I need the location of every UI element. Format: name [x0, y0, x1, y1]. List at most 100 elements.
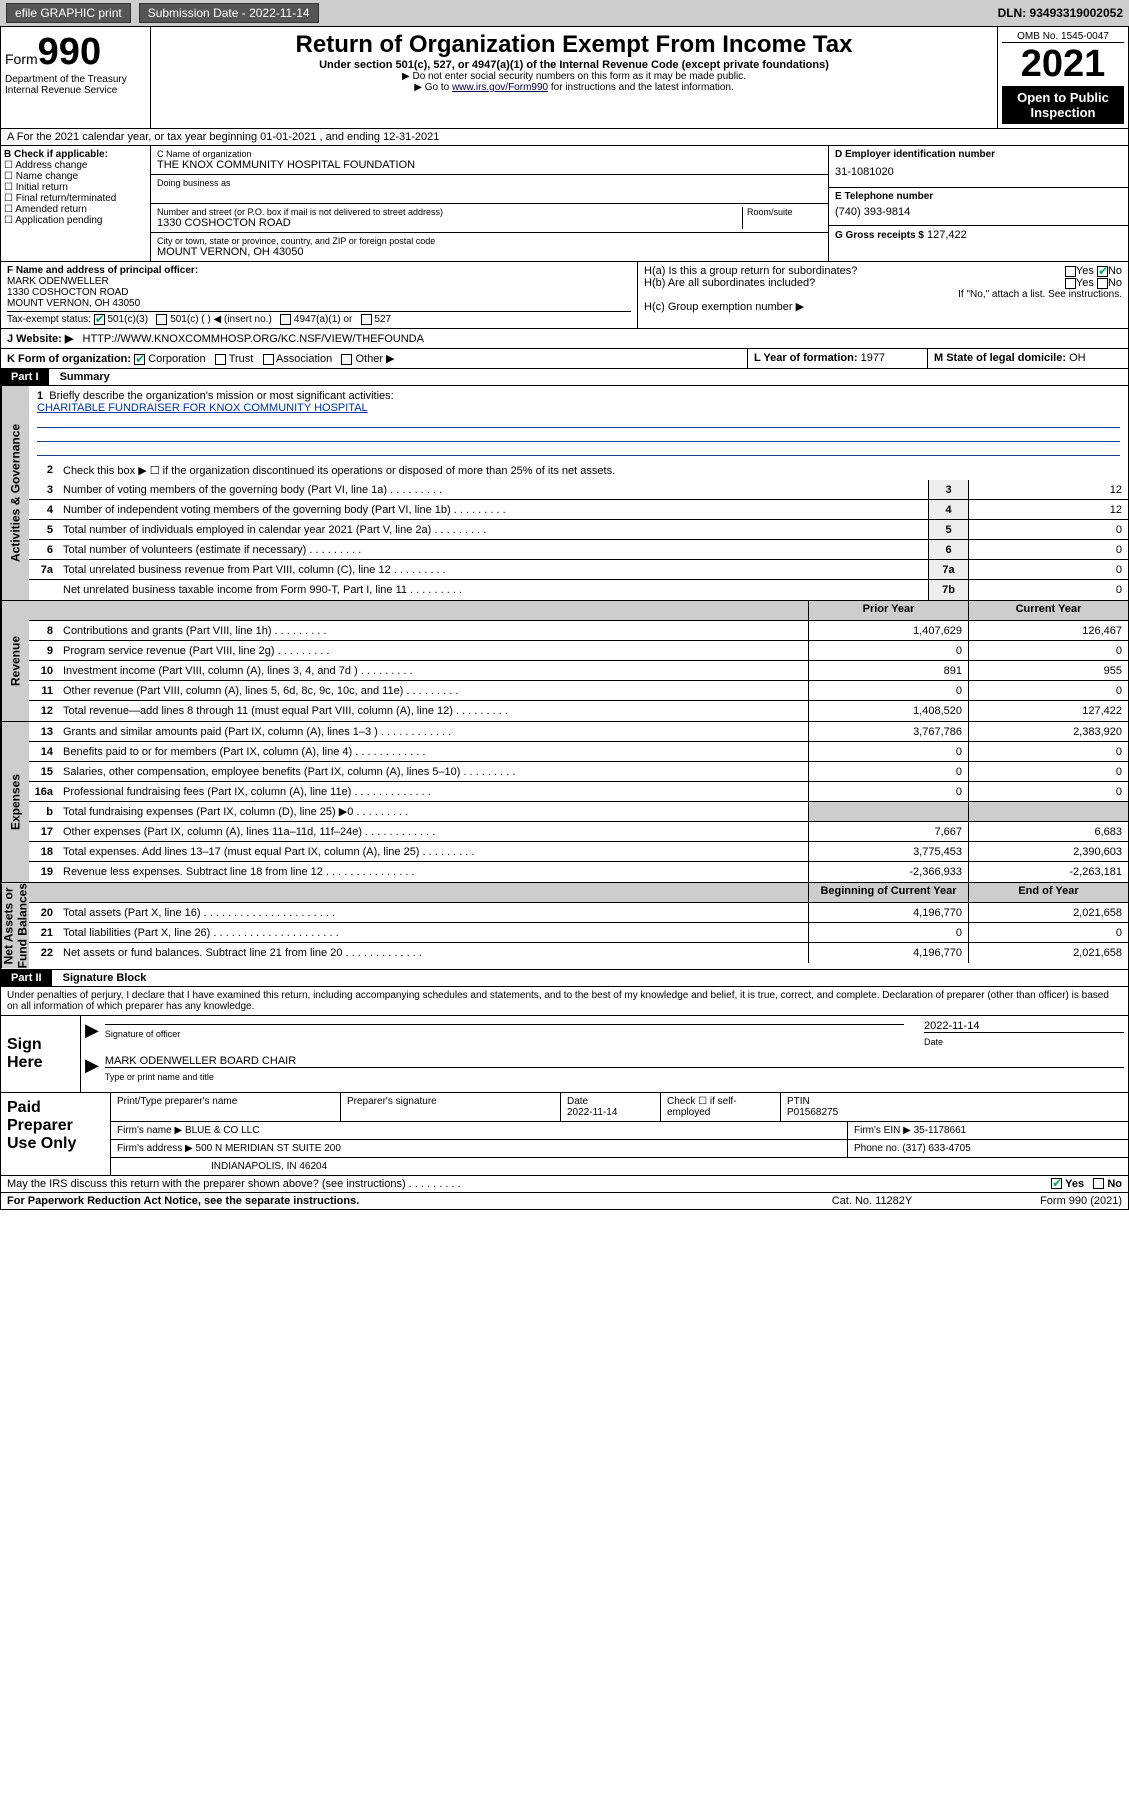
end-year-hdr: End of Year	[968, 883, 1128, 902]
table-row: 16aProfessional fundraising fees (Part I…	[29, 782, 1128, 802]
table-row: 14Benefits paid to or for members (Part …	[29, 742, 1128, 762]
k-trust[interactable]	[215, 354, 226, 365]
m-lbl: M State of legal domicile:	[934, 352, 1066, 364]
officer-print-name: MARK ODENWELLER BOARD CHAIR	[105, 1055, 1124, 1067]
arrow-icon: ▶	[85, 1020, 99, 1047]
vtab-rev: Revenue	[1, 601, 29, 721]
hb-yes[interactable]	[1065, 278, 1076, 289]
table-row: 6Total number of volunteers (estimate if…	[29, 540, 1128, 560]
open-inspection: Open to Public Inspection	[1002, 86, 1124, 124]
part2-header: Part II Signature Block	[0, 970, 1129, 987]
street-address: 1330 COSHOCTON ROAD	[157, 217, 742, 229]
hc-lbl: H(c) Group exemption number ▶	[644, 300, 1122, 313]
discuss-q: May the IRS discuss this return with the…	[7, 1178, 1051, 1190]
p-ptin: PTIN P01568275	[781, 1093, 1128, 1121]
room-lbl: Room/suite	[747, 207, 822, 217]
table-row: 20Total assets (Part X, line 16) . . . .…	[29, 903, 1128, 923]
j-lbl: J Website: ▶	[7, 333, 73, 345]
k-other[interactable]	[341, 354, 352, 365]
k-o1: Corporation	[148, 353, 205, 365]
col-b: B Check if applicable: ☐ Address change …	[1, 146, 151, 261]
ein: 31-1081020	[835, 160, 1122, 184]
chk-527[interactable]	[361, 314, 372, 325]
col-deg: D Employer identification number31-10810…	[828, 146, 1128, 261]
chk-final[interactable]: ☐ Final return/terminated	[4, 193, 147, 204]
e-lbl: E Telephone number	[835, 191, 1122, 202]
firm-phone: Phone no. (317) 633-4705	[848, 1140, 1128, 1157]
table-row: 5Total number of individuals employed in…	[29, 520, 1128, 540]
hb-lbl: H(b) Are all subordinates included?	[644, 277, 815, 289]
table-row: 21Total liabilities (Part X, line 26) . …	[29, 923, 1128, 943]
addr-lbl: Number and street (or P.O. box if mail i…	[157, 207, 742, 217]
f-lbl: F Name and address of principal officer:	[7, 265, 631, 276]
submission-date-btn[interactable]: Submission Date - 2022-11-14	[139, 3, 319, 23]
website: HTTP://WWW.KNOXCOMMHOSP.ORG/KC.NSF/VIEW/…	[83, 333, 424, 345]
tax-year: 2021	[1002, 43, 1124, 86]
form-header: Form990 Department of the Treasury Inter…	[0, 26, 1129, 129]
i-lbl: Tax-exempt status:	[7, 314, 91, 325]
form-label: Form	[5, 51, 38, 67]
chk-lbl: Address change	[15, 160, 87, 171]
chk-address[interactable]: ☐ Address change	[4, 160, 147, 171]
net-assets-section: Net Assets or Fund Balances Beginning of…	[0, 883, 1129, 969]
g-lbl: G Gross receipts $	[835, 230, 924, 241]
vtab-net: Net Assets or Fund Balances	[1, 883, 29, 968]
omb-number: OMB No. 1545-0047	[1002, 31, 1124, 43]
mission-text[interactable]: CHARITABLE FUNDRAISER FOR KNOX COMMUNITY…	[37, 402, 368, 414]
chk-pending[interactable]: ☐ Application pending	[4, 215, 147, 226]
paid-lbl: Paid Preparer Use Only	[1, 1093, 111, 1175]
efile-btn[interactable]: efile GRAPHIC print	[6, 3, 131, 23]
k-o3: Association	[276, 353, 332, 365]
k-corp[interactable]	[134, 354, 145, 365]
form-title: Return of Organization Exempt From Incom…	[155, 31, 993, 59]
dba-lbl: Doing business as	[157, 178, 822, 188]
prior-year-hdr: Prior Year	[808, 601, 968, 620]
table-row: 17Other expenses (Part IX, column (A), l…	[29, 822, 1128, 842]
activities-governance: Activities & Governance 1 Briefly descri…	[0, 386, 1129, 601]
yes-lbl: Yes	[1076, 265, 1094, 277]
ha-yes[interactable]	[1065, 266, 1076, 277]
ha-no[interactable]	[1097, 266, 1108, 277]
p-self-emp: Check ☐ if self-employed	[661, 1093, 781, 1121]
dln: DLN: 93493319002052	[998, 6, 1123, 20]
firm-city: INDIANAPOLIS, IN 46204	[111, 1158, 1128, 1175]
p-date: Date 2022-11-14	[561, 1093, 661, 1121]
chk-name[interactable]: ☐ Name change	[4, 171, 147, 182]
vtab-exp: Expenses	[1, 722, 29, 882]
table-row: 19Revenue less expenses. Subtract line 1…	[29, 862, 1128, 882]
hb-no[interactable]	[1097, 278, 1108, 289]
note-post: for instructions and the latest informat…	[548, 82, 734, 93]
hb-note: If "No," attach a list. See instructions…	[644, 289, 1122, 300]
row-j: J Website: ▶ HTTP://WWW.KNOXCOMMHOSP.ORG…	[0, 329, 1129, 349]
table-row: 22Net assets or fund balances. Subtract …	[29, 943, 1128, 963]
current-year-hdr: Current Year	[968, 601, 1128, 620]
section-fhi: F Name and address of principal officer:…	[0, 262, 1129, 329]
chk-501c3[interactable]	[94, 314, 105, 325]
sign-here-lbl: Sign Here	[1, 1016, 81, 1092]
beg-year-hdr: Beginning of Current Year	[808, 883, 968, 902]
b-label: B Check if applicable:	[4, 149, 147, 160]
chk-initial[interactable]: ☐ Initial return	[4, 182, 147, 193]
table-row: 3Number of voting members of the governi…	[29, 480, 1128, 500]
table-row: 18Total expenses. Add lines 13–17 (must …	[29, 842, 1128, 862]
chk-501c[interactable]	[156, 314, 167, 325]
irs-link[interactable]: www.irs.gov/Form990	[452, 82, 548, 93]
discuss-yes[interactable]	[1051, 1178, 1062, 1189]
discuss-no[interactable]	[1093, 1178, 1104, 1189]
chk-amended[interactable]: ☐ Amended return	[4, 204, 147, 215]
d-lbl: D Employer identification number	[835, 149, 1122, 160]
part1-title: Summary	[52, 369, 118, 385]
table-row: 12Total revenue—add lines 8 through 11 (…	[29, 701, 1128, 721]
chk-4947[interactable]	[280, 314, 291, 325]
k-o2: Trust	[229, 353, 254, 365]
i-o3: 4947(a)(1) or	[294, 314, 352, 325]
penalties-text: Under penalties of perjury, I declare th…	[0, 987, 1129, 1016]
k-assoc[interactable]	[263, 354, 274, 365]
chk-lbl: Amended return	[15, 204, 87, 215]
form-ref: Form 990 (2021)	[972, 1195, 1122, 1207]
dept-treasury: Department of the Treasury Internal Reve…	[5, 74, 146, 96]
yes-lbl: Yes	[1065, 1178, 1084, 1190]
phone: (740) 393-9814	[835, 202, 1122, 222]
table-row: 15Salaries, other compensation, employee…	[29, 762, 1128, 782]
table-row: Net unrelated business taxable income fr…	[29, 580, 1128, 600]
